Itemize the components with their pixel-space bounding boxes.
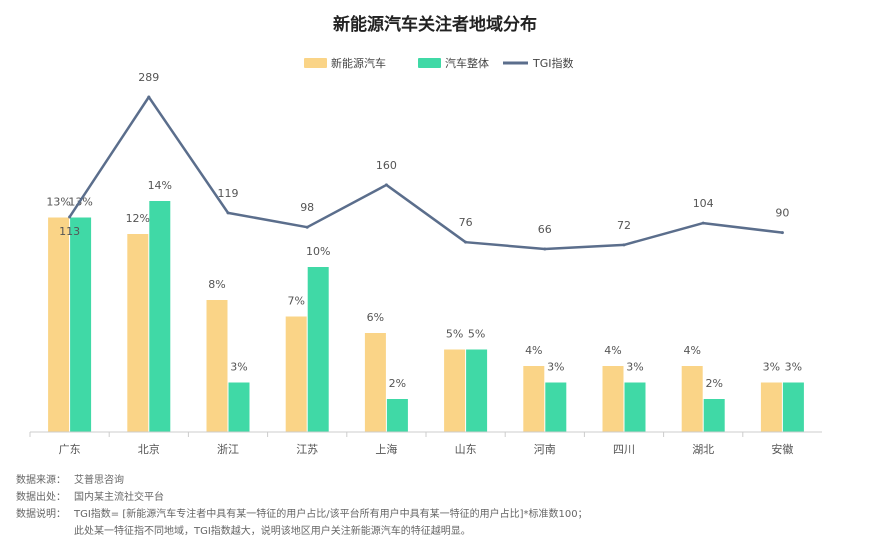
footer-note-row-2: 此处某一特征指不同地域，TGI指数越大，说明该地区用户关注新能源汽车的特征越明显… [16, 523, 588, 540]
bar-new-energy [444, 349, 466, 432]
x-tick-label: 上海 [375, 442, 397, 456]
bar-overall [307, 267, 329, 432]
bar-label-overall: 3% [626, 361, 643, 374]
tgi-point [780, 231, 784, 235]
footer-origin-row: 数据出处： 国内某主流社交平台 [16, 489, 588, 506]
bar-overall [703, 399, 725, 432]
footer-note-line2: 此处某一特征指不同地域，TGI指数越大，说明该地区用户关注新能源汽车的特征越明显… [74, 526, 471, 537]
bar-overall [624, 382, 646, 432]
x-tick-label: 广东 [59, 443, 81, 456]
tgi-point [226, 211, 230, 215]
tgi-point [384, 183, 388, 187]
footer-source-key: 数据来源： [16, 475, 66, 486]
bar-label-overall: 3% [785, 361, 802, 374]
bar-new-energy [523, 366, 545, 432]
tgi-label: 113 [59, 225, 80, 238]
bar-label-overall: 5% [468, 328, 485, 341]
x-tick-label: 安徽 [771, 442, 793, 456]
bar-label-new-energy: 6% [367, 311, 384, 324]
x-tick-label: 湖北 [692, 443, 714, 456]
tgi-label: 119 [218, 187, 239, 200]
footer-source-row: 数据来源： 艾普思咨询 [16, 472, 588, 489]
tgi-line-layer: 113 289 119 98 160 76 66 72 104 90 [59, 71, 789, 251]
tgi-point [305, 225, 309, 229]
legend-swatch [418, 58, 441, 68]
tgi-label: 76 [459, 216, 473, 229]
bar-overall [70, 217, 92, 432]
tgi-point [622, 243, 626, 247]
tgi-point [464, 240, 468, 244]
tgi-label: 289 [138, 71, 159, 84]
footer-origin-key: 数据出处： [16, 492, 66, 503]
tgi-point [701, 221, 705, 225]
footer-note-line1: TGI指数= [新能源汽车专注者中具有某一特征的用户占比/该平台所有用户中具有某… [74, 509, 588, 520]
legend-swatch [304, 58, 327, 68]
bar-new-energy [206, 300, 228, 432]
tgi-point [68, 215, 72, 219]
footer-origin-value: 国内某主流社交平台 [74, 492, 164, 503]
footer-note-key: 数据说明： [16, 509, 66, 520]
legend-label: 汽车整体 [445, 56, 489, 70]
bar-new-energy [681, 366, 703, 432]
bar-overall [386, 399, 408, 432]
bar-overall [782, 382, 804, 432]
legend-label: 新能源汽车 [331, 56, 386, 70]
bar-overall [228, 382, 250, 432]
footer-note-row: 数据说明： TGI指数= [新能源汽车专注者中具有某一特征的用户占比/该平台所有用… [16, 506, 588, 523]
x-tick-label: 河南 [534, 443, 556, 456]
bar-new-energy [364, 333, 386, 432]
bar-label-new-energy: 13% [46, 196, 70, 209]
bar-label-new-energy: 3% [763, 361, 780, 374]
chart-title: 新能源汽车关注者地域分布 [333, 14, 537, 35]
bars: 13%13%12%14%8%3%7%10%6%2%5% 5%4%3%4%3%4%2… [46, 179, 804, 432]
bar-overall [466, 349, 488, 432]
x-tick-label: 江苏 [296, 443, 318, 456]
tgi-label: 90 [775, 207, 789, 220]
bar-new-energy [285, 316, 307, 432]
bar-new-energy [602, 366, 624, 432]
bar-label-new-energy: 8% [208, 278, 225, 291]
bar-label-overall: 14% [148, 179, 172, 192]
bar-new-energy [760, 382, 782, 432]
x-tick-label: 山东 [455, 443, 477, 456]
footer-notes: 数据来源： 艾普思咨询 数据出处： 国内某主流社交平台 数据说明： TGI指数= [新… [16, 472, 588, 540]
legend: 新能源汽车 汽车整体 TGI指数 [304, 56, 574, 70]
tgi-point [147, 95, 151, 99]
bar-overall [545, 382, 567, 432]
tgi-label: 72 [617, 219, 631, 232]
x-tick-label: 浙江 [217, 443, 239, 456]
bar-overall [149, 201, 171, 432]
bar-new-energy [48, 217, 70, 432]
bar-label-new-energy: 5% [446, 328, 463, 341]
bar-new-energy [127, 234, 149, 432]
tgi-label: 66 [538, 223, 552, 236]
bar-label-overall: 10% [306, 245, 330, 258]
bar-label-new-energy: 12% [126, 212, 150, 225]
bar-label-overall: 3% [547, 361, 564, 374]
x-tick-label: 四川 [613, 443, 635, 456]
bar-label-new-energy: 4% [525, 344, 542, 357]
tgi-label: 104 [693, 197, 714, 210]
tgi-line [68, 95, 783, 251]
tgi-label: 98 [300, 201, 314, 214]
tgi-point [543, 247, 547, 251]
bar-label-overall: 2% [705, 377, 722, 390]
footer-source-value: 艾普思咨询 [74, 475, 124, 486]
bar-label-new-energy: 7% [287, 295, 304, 308]
bar-label-new-energy: 4% [683, 344, 700, 357]
tgi-label: 160 [376, 159, 397, 172]
x-tick-label: 北京 [138, 442, 160, 456]
bar-label-overall: 2% [389, 377, 406, 390]
bar-label-overall: 3% [230, 361, 247, 374]
bar-label-new-energy: 4% [604, 344, 621, 357]
legend-label: TGI指数 [532, 56, 574, 70]
x-axis: 广东 北京 浙江 江苏 上海 山东 河南 四川 湖北 安徽 [29, 431, 822, 456]
